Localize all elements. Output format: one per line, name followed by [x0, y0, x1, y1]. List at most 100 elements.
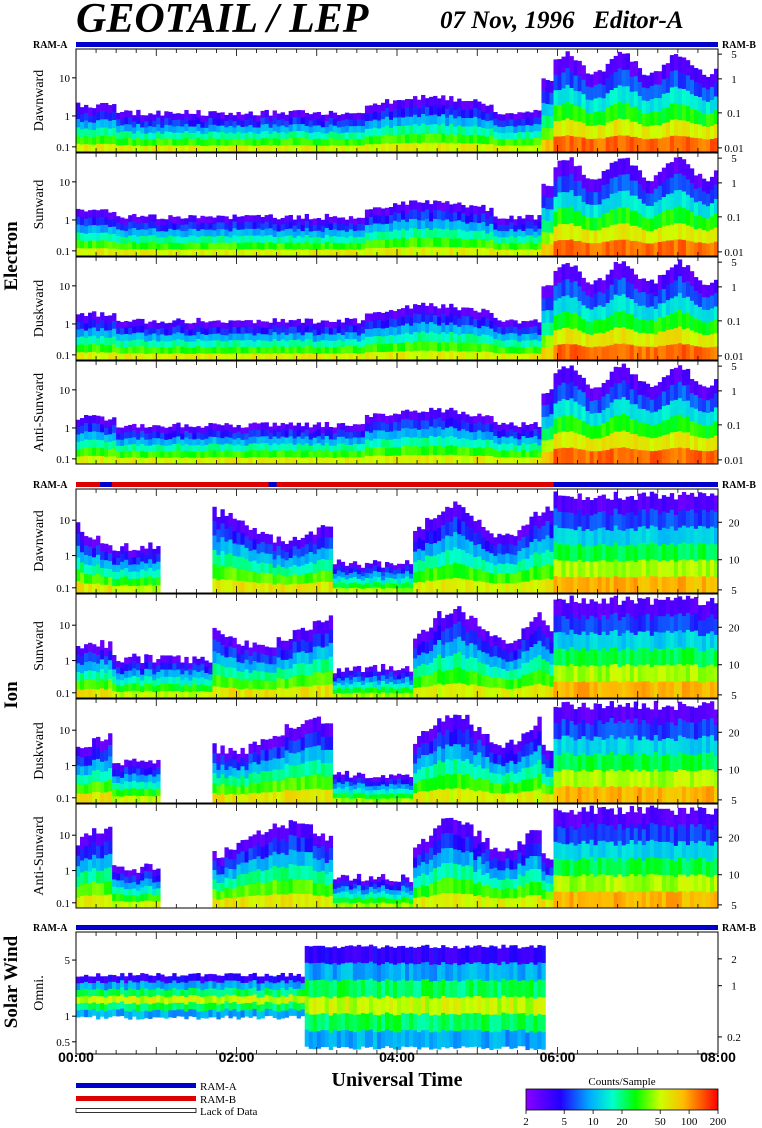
heatmap-cell	[96, 217, 101, 226]
heatmap-cell	[497, 243, 502, 251]
heatmap-cell	[409, 334, 414, 344]
heatmap-cell	[705, 89, 711, 103]
heatmap-cell	[513, 145, 518, 153]
heatmap-cell	[709, 424, 715, 439]
heatmap-cell	[677, 431, 683, 448]
heatmap-cell	[96, 323, 101, 332]
heatmap-cell	[336, 121, 342, 128]
heatmap-cell	[80, 144, 85, 153]
heatmap-cell	[581, 137, 586, 153]
heatmap-cell	[88, 107, 93, 116]
heatmap-cell	[192, 329, 197, 336]
heatmap-cell	[437, 445, 442, 455]
heatmap-cell	[421, 238, 426, 248]
heatmap-cell	[212, 217, 217, 225]
heatmap-cell	[300, 451, 306, 458]
heatmap-cell	[188, 132, 193, 140]
heatmap-cell	[184, 145, 189, 153]
heatmap-cell	[368, 240, 374, 249]
heatmap-cell	[637, 170, 643, 185]
heatmap-cell	[264, 130, 269, 139]
heatmap-cell	[549, 389, 554, 403]
heatmap-cell	[397, 447, 402, 456]
heatmap-cell	[417, 559, 422, 572]
heatmap-cell	[597, 528, 602, 545]
heatmap-cell	[216, 222, 221, 230]
heatmap-cell	[272, 559, 277, 569]
heatmap-cell	[248, 353, 253, 361]
heatmap-cell	[264, 228, 269, 236]
heatmap-cell	[240, 520, 245, 533]
heatmap-cell	[192, 457, 197, 465]
heatmap-cell	[637, 198, 643, 214]
heatmap-cell	[300, 583, 306, 594]
heatmap-cell	[677, 398, 683, 415]
heatmap-cell	[541, 440, 546, 453]
heatmap-cell	[304, 443, 310, 451]
heatmap-cell	[677, 56, 683, 73]
heatmap-cell	[144, 570, 149, 579]
heatmap-cell	[316, 125, 322, 133]
heatmap-cell	[505, 533, 510, 544]
heatmap-cell	[413, 551, 418, 563]
heatmap-cell	[156, 347, 161, 355]
heatmap-cell	[140, 424, 145, 432]
heatmap-cell	[537, 554, 542, 568]
heatmap-cell	[116, 433, 121, 440]
heatmap-cell	[617, 399, 622, 416]
heatmap-cell	[413, 530, 418, 542]
heatmap-cell	[204, 426, 209, 433]
heatmap-cell	[621, 577, 627, 594]
heatmap-cell	[513, 438, 518, 446]
heatmap-cell	[84, 583, 89, 594]
heatmap-cell	[280, 145, 285, 153]
heatmap-cell	[200, 249, 205, 257]
heatmap-cell	[433, 315, 438, 325]
heatmap-cell	[601, 241, 606, 257]
heatmap-cell	[84, 233, 89, 242]
heatmap-cell	[128, 222, 133, 230]
heatmap-cell	[144, 216, 149, 224]
heatmap-cell	[116, 565, 121, 573]
heatmap-cell	[304, 227, 310, 236]
heatmap-cell	[673, 190, 679, 208]
heatmap-cell	[320, 427, 326, 434]
heatmap-cell	[461, 204, 466, 214]
heatmap-cell	[232, 249, 237, 257]
heatmap-cell	[392, 438, 398, 448]
heatmap-cell	[296, 145, 301, 153]
heatmap-cell	[224, 229, 229, 237]
heatmap-cell	[100, 119, 105, 128]
heatmap-cell	[501, 114, 506, 122]
heatmap-cell	[469, 126, 474, 136]
heatmap-cell	[525, 547, 530, 560]
heatmap-cell	[673, 103, 679, 120]
heatmap-cell	[701, 139, 707, 153]
heatmap-cell	[232, 115, 237, 122]
heatmap-cell	[76, 456, 81, 465]
heatmap-cell	[509, 113, 514, 120]
heatmap-cell	[300, 565, 306, 575]
heatmap-cell	[384, 577, 390, 583]
heatmap-cell	[533, 450, 538, 458]
heatmap-cell	[617, 561, 622, 578]
heatmap-cell	[609, 344, 614, 361]
heatmap-cell	[152, 340, 157, 348]
heatmap-cell	[132, 564, 137, 572]
heatmap-cell	[553, 403, 558, 419]
heatmap-cell	[685, 179, 691, 196]
heatmap-cell	[577, 493, 582, 511]
heatmap-cell	[445, 445, 450, 456]
heatmap-cell	[372, 560, 378, 566]
heatmap-cell	[140, 585, 145, 594]
heatmap-cell	[613, 366, 618, 384]
heatmap-cell	[409, 583, 414, 589]
heatmap-cell	[593, 125, 598, 139]
heatmap-cell	[517, 540, 522, 552]
heatmap-cell	[208, 249, 213, 257]
heatmap-cell	[713, 279, 719, 294]
heatmap-cell	[477, 413, 482, 423]
heatmap-cell	[352, 566, 358, 573]
heatmap-cell	[200, 439, 205, 447]
heatmap-cell	[629, 299, 635, 315]
